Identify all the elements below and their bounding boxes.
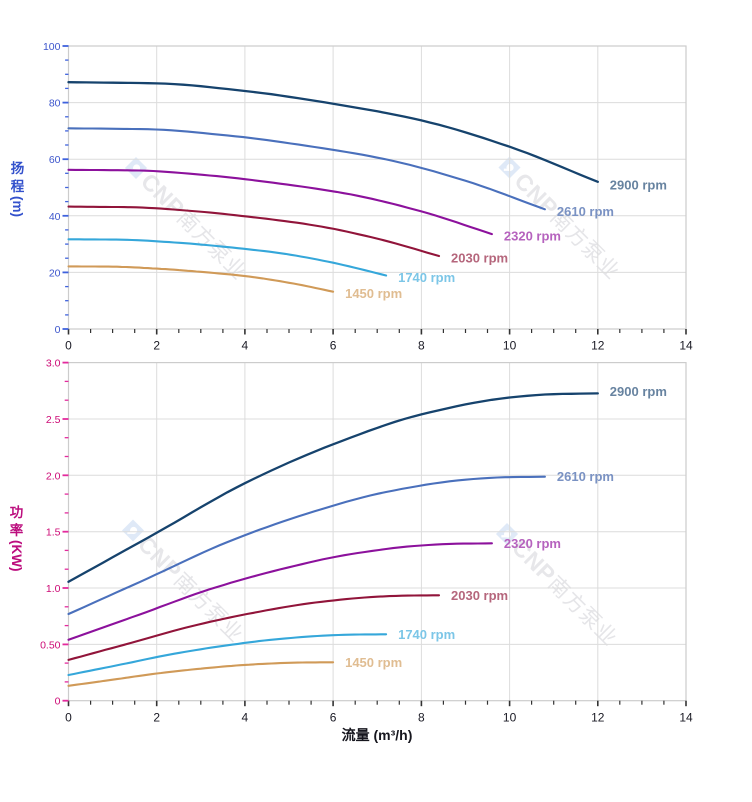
svg-text:2030 rpm: 2030 rpm — [451, 588, 508, 603]
svg-text:3.0: 3.0 — [46, 358, 61, 370]
svg-text:2610 rpm: 2610 rpm — [557, 204, 614, 219]
svg-text:100: 100 — [43, 41, 61, 53]
svg-text:1740 rpm: 1740 rpm — [398, 270, 455, 285]
svg-text:2: 2 — [153, 338, 160, 352]
svg-text:流量 (m³/h): 流量 (m³/h) — [342, 727, 413, 743]
svg-text:2030 rpm: 2030 rpm — [451, 251, 508, 266]
svg-text:10: 10 — [503, 338, 517, 352]
svg-text:(m): (m) — [10, 196, 25, 217]
svg-text:0: 0 — [55, 324, 61, 336]
svg-text:2.5: 2.5 — [46, 414, 61, 426]
svg-text:1450 rpm: 1450 rpm — [345, 286, 402, 301]
svg-text:1740 rpm: 1740 rpm — [398, 627, 455, 642]
svg-text:0.50: 0.50 — [40, 639, 61, 651]
svg-text:2320 rpm: 2320 rpm — [504, 536, 561, 551]
svg-text:0: 0 — [55, 696, 61, 708]
svg-text:(KW): (KW) — [9, 540, 24, 571]
svg-text:扬: 扬 — [11, 160, 25, 176]
svg-text:14: 14 — [679, 711, 693, 725]
svg-text:2.0: 2.0 — [46, 470, 61, 482]
svg-text:2: 2 — [153, 711, 160, 725]
svg-text:1450 rpm: 1450 rpm — [345, 655, 402, 670]
svg-text:10: 10 — [503, 711, 517, 725]
svg-text:2900 rpm: 2900 rpm — [610, 384, 667, 399]
svg-text:12: 12 — [591, 711, 605, 725]
svg-text:80: 80 — [49, 98, 61, 110]
svg-text:4: 4 — [242, 711, 249, 725]
svg-text:14: 14 — [679, 338, 693, 352]
svg-text:8: 8 — [418, 338, 425, 352]
svg-text:1.0: 1.0 — [46, 583, 61, 595]
svg-text:6: 6 — [330, 338, 337, 352]
svg-text:8: 8 — [418, 711, 425, 725]
svg-text:1.5: 1.5 — [46, 527, 61, 539]
svg-text:0: 0 — [65, 338, 72, 352]
svg-text:功: 功 — [10, 505, 24, 520]
svg-text:6: 6 — [330, 711, 337, 725]
svg-text:4: 4 — [242, 338, 249, 352]
svg-text:2320 rpm: 2320 rpm — [504, 229, 561, 244]
svg-text:12: 12 — [591, 338, 605, 352]
svg-text:程: 程 — [11, 179, 25, 194]
svg-text:0: 0 — [65, 711, 72, 725]
svg-text:2610 rpm: 2610 rpm — [557, 469, 614, 484]
svg-text:20: 20 — [49, 267, 61, 279]
svg-text:2900 rpm: 2900 rpm — [610, 178, 667, 193]
svg-text:40: 40 — [49, 211, 61, 223]
svg-text:60: 60 — [49, 154, 61, 166]
svg-text:率: 率 — [10, 522, 24, 538]
